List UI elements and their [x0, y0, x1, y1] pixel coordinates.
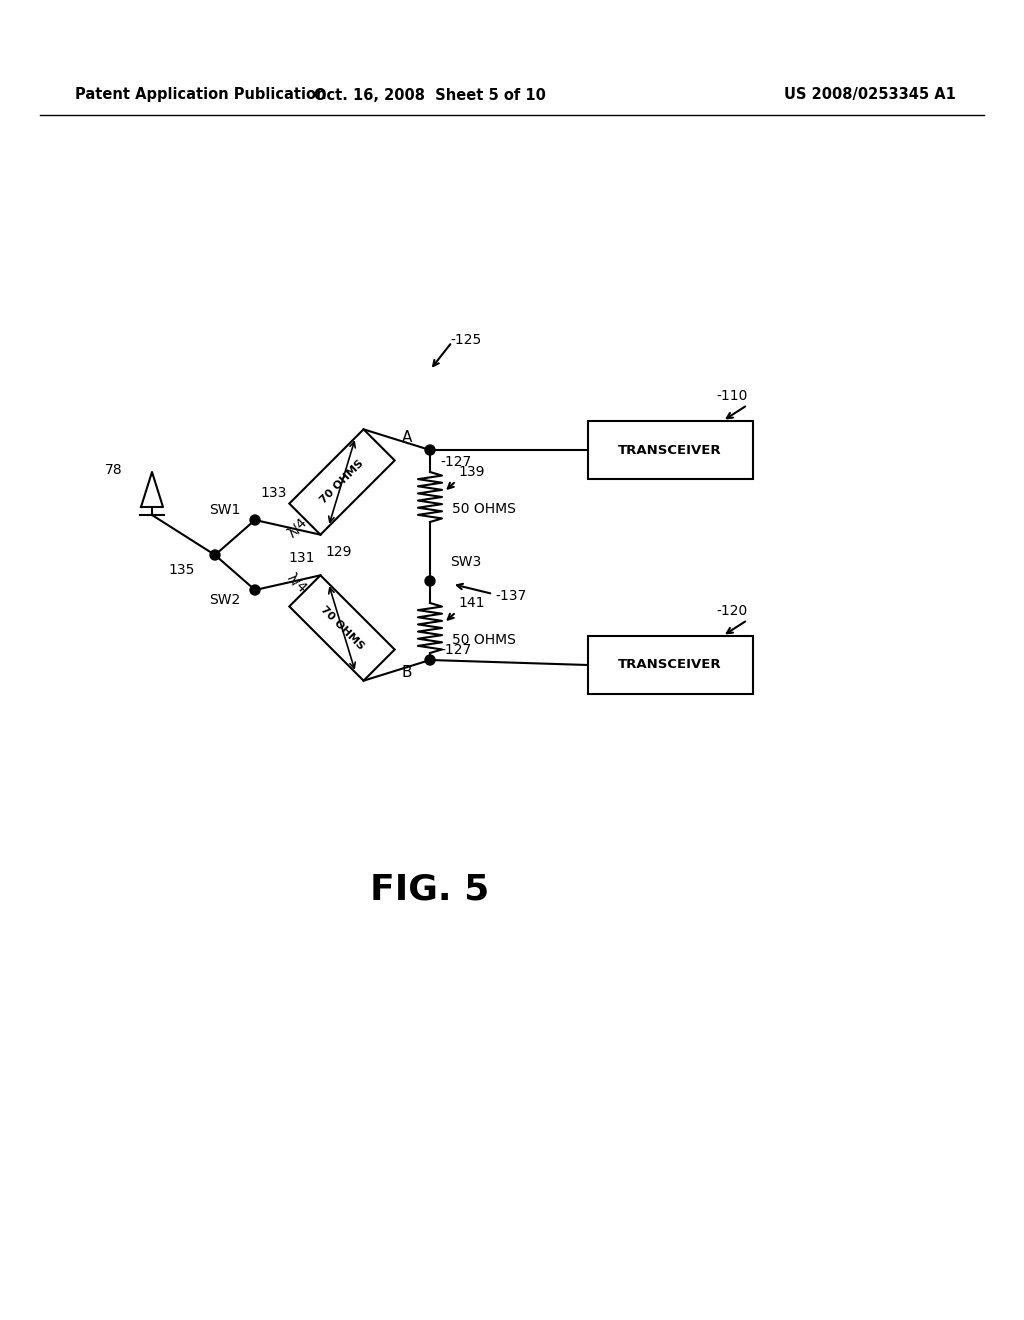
Circle shape	[425, 445, 435, 455]
Text: TRANSCEIVER: TRANSCEIVER	[618, 444, 722, 457]
Text: SW2: SW2	[209, 593, 240, 607]
Text: -137: -137	[495, 589, 526, 603]
Text: 78: 78	[104, 463, 122, 477]
Text: 70 OHMS: 70 OHMS	[318, 458, 366, 506]
Bar	[290, 576, 394, 681]
Bar	[588, 636, 753, 694]
Text: SW3: SW3	[450, 554, 481, 569]
Text: Oct. 16, 2008  Sheet 5 of 10: Oct. 16, 2008 Sheet 5 of 10	[314, 87, 546, 103]
Text: SW1: SW1	[209, 503, 240, 517]
Text: B: B	[401, 665, 412, 680]
Text: -127: -127	[440, 455, 471, 469]
Text: 129: 129	[326, 545, 352, 558]
Text: -120: -120	[716, 605, 748, 618]
Circle shape	[250, 585, 260, 595]
Circle shape	[210, 550, 220, 560]
Text: 50 OHMS: 50 OHMS	[452, 634, 516, 647]
Circle shape	[425, 576, 435, 586]
Text: US 2008/0253345 A1: US 2008/0253345 A1	[784, 87, 956, 103]
Text: 50 OHMS: 50 OHMS	[452, 502, 516, 516]
Text: 139: 139	[458, 465, 484, 479]
Bar	[588, 421, 753, 479]
Circle shape	[425, 655, 435, 665]
Text: 133: 133	[260, 486, 287, 500]
Text: λ/4: λ/4	[285, 515, 309, 540]
Bar	[290, 429, 394, 535]
Text: 141: 141	[458, 597, 484, 610]
Text: 70 OHMS: 70 OHMS	[318, 605, 366, 652]
Text: -127: -127	[440, 644, 471, 657]
Text: -110: -110	[716, 389, 748, 403]
Text: Patent Application Publication: Patent Application Publication	[75, 87, 327, 103]
Text: -125: -125	[450, 333, 481, 347]
Text: TRANSCEIVER: TRANSCEIVER	[618, 659, 722, 672]
Text: λ/4: λ/4	[285, 570, 309, 595]
Text: A: A	[401, 430, 412, 445]
Circle shape	[250, 515, 260, 525]
Text: FIG. 5: FIG. 5	[371, 873, 489, 907]
Text: 131: 131	[289, 552, 315, 565]
Text: 135: 135	[169, 564, 195, 577]
